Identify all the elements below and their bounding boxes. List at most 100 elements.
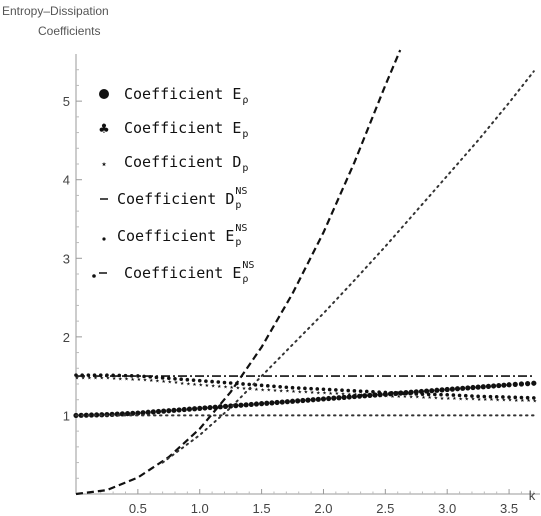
data-point: ⋆ [389,391,395,402]
data-point: ⋆ [451,394,457,405]
data-point [160,376,165,380]
data-point [326,395,332,402]
data-point: ⋆ [513,395,519,406]
data-point [210,379,214,384]
data-point [340,388,344,393]
data-point [217,404,223,410]
data-point: ⋆ [303,387,309,398]
series-layer: ⋆ ⋆ ⋆ ⋆ ⋆ ⋆ ⋆ ⋆ ⋆ ⋆ ⋆ ⋆ ⋆ ⋆ ⋆ ⋆ ⋆ ⋆ ⋆ ⋆ ⋆ ⋆ ⋆ ⋆ ⋆ ⋆ ⋆ ⋆ ⋆ ⋆ ⋆ ⋆ ⋆ ⋆ ⋆ ⋆ ⋆ ⋆ ⋆ ⋆… [73,49,538,496]
legend-label: Coefficient E [124,85,241,103]
data-point: ⋆ [235,383,241,394]
data-point [476,394,480,399]
data-point: ⋆ [365,390,371,401]
data-point: ⋆ [117,374,123,385]
legend-superscript: NS [235,223,247,234]
y-tick-label: 5 [63,94,70,109]
data-point [433,392,437,397]
series-line [75,49,402,496]
data-point: ⋆ [457,394,463,405]
data-point [470,384,476,391]
data-point [439,387,445,393]
data-point [439,392,443,397]
data-point [278,384,282,389]
series-0 [73,380,537,419]
data-point: ⋆ [204,381,210,392]
series-line [161,70,535,464]
y-axis-label-line-1: Entropy–Dissipation [2,4,109,18]
data-point [351,393,357,400]
data-point: ⋆ [433,393,439,404]
data-point [241,382,245,386]
data-point [389,390,394,395]
data-point [507,395,511,399]
data-point [290,385,295,390]
data-point: ⋆ [148,376,154,387]
data-point: ⋆ [210,381,216,392]
data-point: ⋆ [297,387,303,398]
data-point: ⋆ [130,374,136,385]
x-tick-label: 0.5 [129,501,147,516]
y-tick-label: 1 [63,408,70,423]
series-3 [75,49,402,496]
legend-subscript: ρ [242,274,248,285]
data-point: ⋆ [92,373,98,384]
data-point: ⋆ [396,392,402,403]
data-point [166,408,172,414]
data-point: ⋆ [371,391,377,402]
x-tick-label: 2.5 [376,501,394,516]
data-point [513,395,518,400]
data-point [519,395,524,400]
data-point [463,393,468,398]
data-point [402,391,406,396]
data-point [364,389,369,394]
data-point: ⋆ [488,395,494,406]
legend-marker: ♣ [98,122,110,137]
data-point [176,407,182,413]
data-point [346,388,351,393]
data-point [331,395,337,401]
data-point: ⋆ [259,385,265,396]
data-point [136,374,140,378]
data-point [532,396,536,400]
series-2: ⋆ ⋆ ⋆ ⋆ ⋆ ⋆ ⋆ ⋆ ⋆ ⋆ ⋆ ⋆ ⋆ ⋆ ⋆ ⋆ ⋆ ⋆ ⋆ ⋆ ⋆ ⋆ ⋆ ⋆ ⋆ ⋆ ⋆ ⋆ ⋆ ⋆ ⋆ ⋆ ⋆ ⋆ ⋆ ⋆ ⋆ ⋆ ⋆ ⋆… [74,373,538,407]
y-tick-label: 3 [63,251,70,266]
data-point [173,376,177,381]
data-point [207,404,213,411]
data-point [309,386,313,391]
data-point: ⋆ [154,376,160,387]
data-point [272,384,276,389]
data-point [480,384,486,390]
data-point: ⋆ [105,373,111,384]
data-point [482,394,487,399]
data-point [512,381,518,387]
data-point [485,383,492,389]
data-point [135,410,141,416]
data-point: ⋆ [519,396,525,407]
series-6 [161,70,535,464]
legend-label: Coefficient E [124,119,241,137]
data-point [264,400,270,406]
data-point [305,397,311,403]
legend-subscript: p [242,163,248,174]
data-point [356,393,363,399]
data-point [247,382,252,387]
legend-label: Coefficient D [124,153,241,171]
data-point [445,392,450,397]
data-point [233,403,239,409]
axes: 0.5 1.0 1.5 2.0 2.5 3.0 3.5 1 2 3 4 5 k [63,54,540,516]
data-point [367,392,373,398]
data-point [346,394,352,400]
data-point [525,381,531,387]
data-point: ⋆ [191,380,197,391]
data-point [336,395,342,401]
data-point [451,393,456,397]
data-point [222,403,229,409]
data-point [460,385,466,391]
legend-subscript: p [235,237,241,248]
legend-superscript: NS [235,186,247,197]
